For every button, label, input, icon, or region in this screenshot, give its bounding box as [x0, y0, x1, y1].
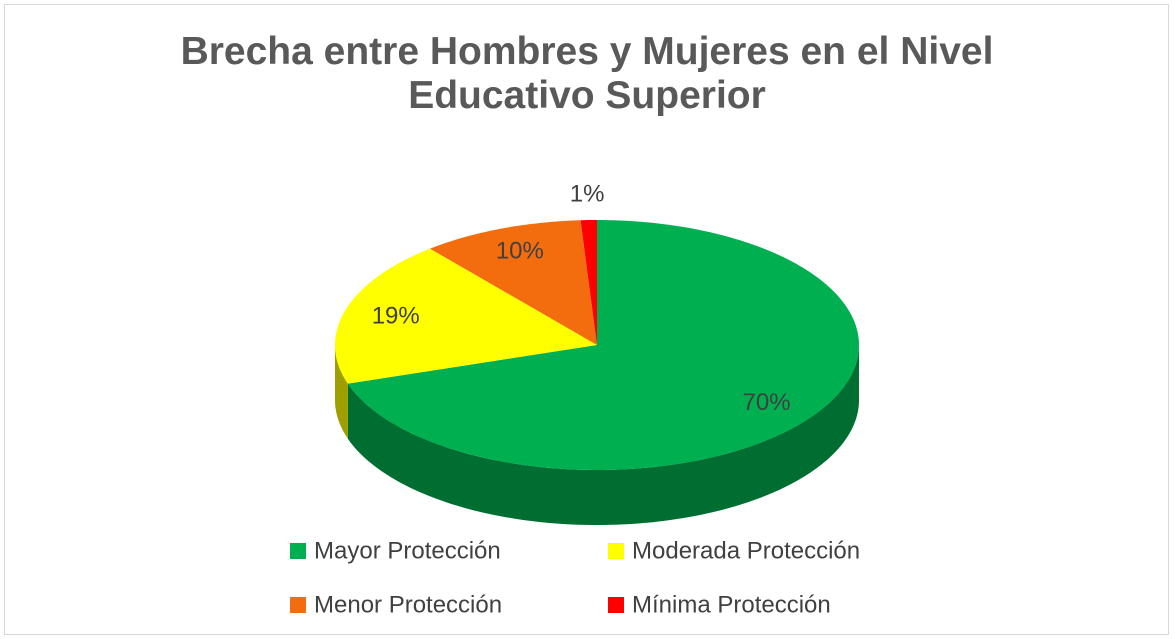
- pie-slice: [580, 220, 597, 345]
- side-shade: [335, 345, 348, 439]
- data-label: 70%: [743, 389, 791, 416]
- pie-side: [347, 345, 859, 525]
- pie-slice: [335, 248, 597, 384]
- side-shade: [347, 345, 859, 525]
- legend-swatch: [290, 597, 306, 613]
- legend-swatch: [290, 543, 306, 559]
- pie-slice: [429, 220, 597, 345]
- data-label: 1%: [570, 180, 605, 207]
- legend-swatch: [608, 597, 624, 613]
- pie-side: [335, 345, 348, 439]
- data-label: 10%: [496, 237, 544, 264]
- legend-label: Mínima Protección: [632, 591, 831, 618]
- legend-label: Menor Protección: [314, 591, 502, 618]
- pie-slice: [347, 220, 859, 470]
- legend-swatch: [608, 543, 624, 559]
- legend-label: Mayor Protección: [314, 537, 501, 564]
- chart-title: Brecha entre Hombres y Mujeres en el Niv…: [180, 30, 994, 117]
- chart-frame: [4, 4, 1169, 635]
- data-label: 19%: [372, 302, 420, 329]
- legend-label: Moderada Protección: [632, 537, 860, 564]
